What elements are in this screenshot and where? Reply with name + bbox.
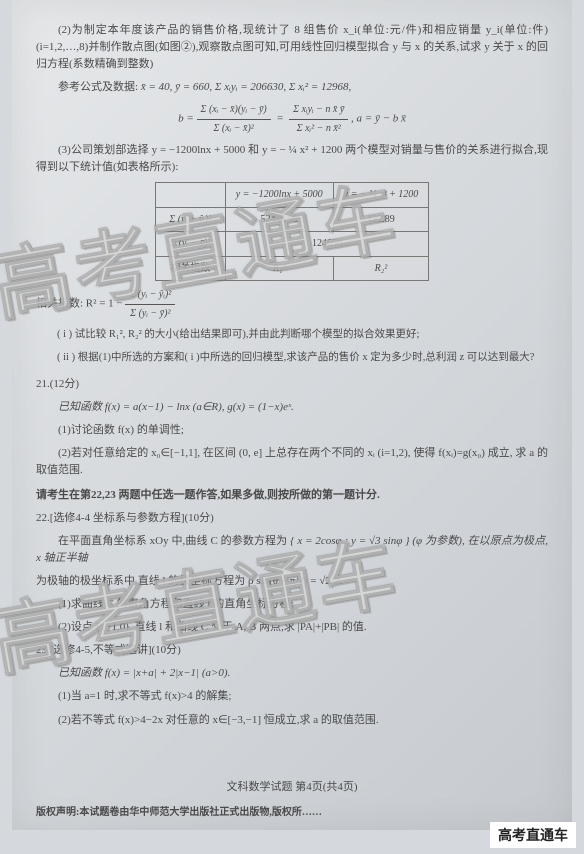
r3c1: 相关指数 — [155, 256, 225, 281]
r2-formula: 相关指数: R² = 1 − Σ (yᵢ − ŷᵢ)² Σ (yᵢ − ȳ)² — [36, 287, 548, 321]
q20-table: y = −1200lnx + 5000 y = − ¼ x² + 1200 Σ … — [155, 182, 430, 281]
q22-intro: 在平面直角坐标系 xOy 中,曲线 C 的参数方程为 { x = 2cosφ ;… — [36, 533, 548, 567]
page-footer: 文科数学试题 第4页(共4页) — [12, 779, 572, 796]
table-row: Σ (yᵢ − ŷᵢ)² 52446.95 122.89 — [155, 207, 429, 232]
frac1-den: Σ (xᵢ − x̄)² — [197, 120, 271, 137]
th-model2: y = − ¼ x² + 1200 — [333, 183, 429, 208]
q20-ref-label: 参考公式及数据: x̄ = 40, ȳ = 660, Σ xᵢyᵢ = 2066… — [36, 79, 548, 96]
table-row: Σ (yᵢ − ȳ)² 124650 — [155, 232, 429, 257]
q20-3i: ( i ) 试比较 R₁², R₂² 的大小(给出结果即可),并由此判断哪个模型… — [36, 327, 548, 343]
q23-p2: (2)若不等式 f(x)>4−2x 对任意的 x∈[−3,−1] 恒成立,求 a… — [36, 712, 548, 729]
q22-intro-text: 在平面直角坐标系 xOy 中,曲线 C 的参数方程为 — [58, 535, 287, 547]
q21-p1: (1)讨论函数 f(x) 的单调性; — [36, 422, 548, 439]
frac1: Σ (xᵢ − x̄)(yᵢ − ȳ) Σ (xᵢ − x̄)² — [197, 102, 271, 136]
th-blank — [155, 183, 225, 208]
q20-3ii: ( ii ) 根据(1)中所选的方案和( i )中所选的回归模型,求该产品的售价… — [36, 350, 548, 366]
frac2-den: Σ xᵢ² − n x̄² — [289, 120, 348, 137]
q22-title: 22.[选修4-4 坐标系与参数方程](10分) — [36, 510, 548, 527]
q22-line2: 为极轴的极坐标系中,直线 l 的极坐标方程为 ρ sin(θ − π/4) = … — [36, 573, 548, 590]
copyright-notice: 版权声明:本试题卷由华中师范大学出版社正式出版物,版权所…… — [36, 805, 548, 821]
q21-p2: (2)若对任意给定的 x₀∈[−1,1], 在区间 (0, e] 上总存在两个不… — [36, 445, 548, 479]
q23-p1: (1)当 a=1 时,求不等式 f(x)>4 的解集; — [36, 688, 548, 705]
frac2: Σ xᵢyᵢ − n x̄ ȳ Σ xᵢ² − n x̄² — [289, 102, 348, 136]
r3c2: R₁² — [225, 256, 333, 281]
r2-frac: Σ (yᵢ − ŷᵢ)² Σ (yᵢ − ȳ)² — [125, 287, 175, 321]
r2-num: Σ (yᵢ − ŷᵢ)² — [125, 287, 175, 305]
frac2-num: Σ xᵢyᵢ − n x̄ ȳ — [289, 102, 348, 120]
q22-p1: (1)求曲线 C 的直角方程和直线 l 的直角坐标方程; — [36, 596, 548, 613]
b-tail: , a = ȳ − b x̄ — [351, 113, 406, 125]
ref-data-text: x̄ = 40, ȳ = 660, Σ xᵢyᵢ = 206630, Σ xᵢ²… — [141, 81, 351, 93]
choice-note: 请考生在第22,23 两题中任选一题作答,如果多做,则按所做的第一题计分. — [36, 487, 548, 504]
q20-part3: (3)公司策划部选择 y = −1200lnx + 5000 和 y = − ¼… — [36, 142, 548, 176]
r1c3: 122.89 — [333, 207, 429, 232]
q23-intro: 已知函数 f(x) = |x+a| + 2|x−1| (a>0). — [36, 665, 548, 682]
r1c1: Σ (yᵢ − ŷᵢ)² — [155, 207, 225, 232]
table-row: y = −1200lnx + 5000 y = − ¼ x² + 1200 — [155, 183, 429, 208]
b-eq: b = — [178, 113, 194, 125]
q23-title: 23.[选修4-5,不等式选讲](10分) — [36, 642, 548, 659]
frac1-num: Σ (xᵢ − x̄)(yᵢ − ȳ) — [197, 102, 271, 120]
q20-part2: (2)为制定本年度该产品的销售价格,现统计了 8 组售价 x_i(单位:元/件)… — [36, 22, 548, 73]
r1c2: 52446.95 — [225, 207, 333, 232]
r2c1: Σ (yᵢ − ȳ)² — [155, 232, 225, 257]
r3c3: R₂² — [333, 256, 429, 281]
r2-den: Σ (yᵢ − ȳ)² — [125, 305, 175, 322]
table-row: 相关指数 R₁² R₂² — [155, 256, 429, 281]
q20-formula-b: b = Σ (xᵢ − x̄)(yᵢ − ȳ) Σ (xᵢ − x̄)² = Σ… — [36, 102, 548, 136]
r2-label: 相关指数: R² = 1 − — [36, 298, 123, 310]
q21-title: 21.(12分) — [36, 376, 548, 393]
th-model1: y = −1200lnx + 5000 — [225, 183, 333, 208]
r2c2: 124650 — [225, 232, 429, 257]
q22-p2: (2)设点 P(−1,0), 直线 l 和曲线 C 交于 A, B 两点,求 |… — [36, 619, 548, 636]
q21-intro: 已知函数 f(x) = a(x−1) − lnx (a∈R), g(x) = (… — [36, 399, 548, 416]
ref-label-text: 参考公式及数据: — [58, 81, 138, 93]
source-badge: 高考直通车 — [490, 822, 576, 848]
